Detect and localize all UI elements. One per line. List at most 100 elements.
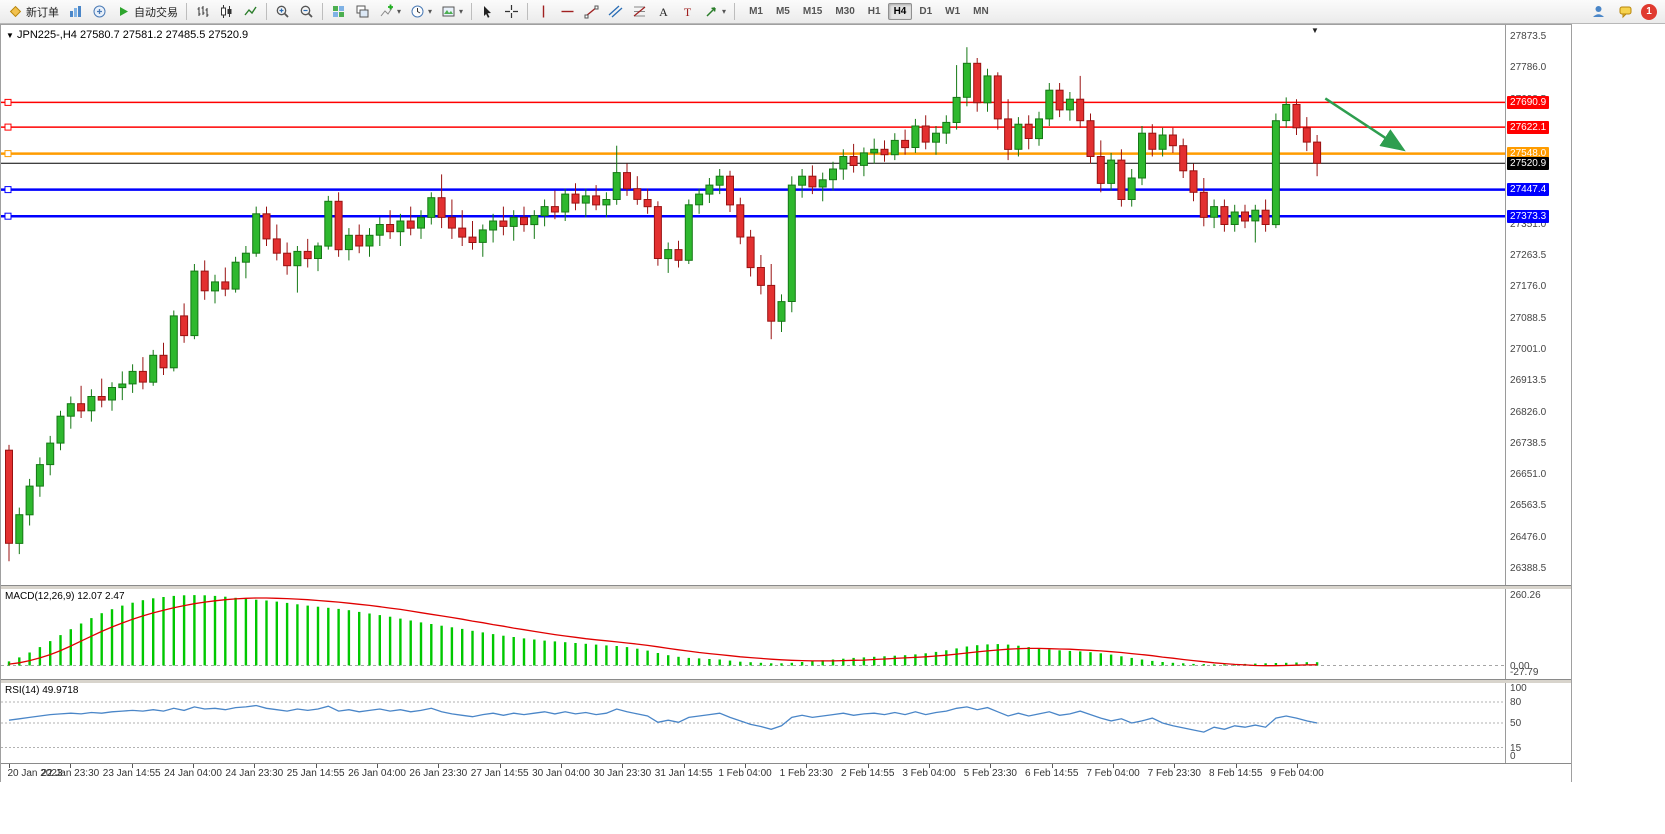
rsi-plot[interactable]: RSI(14) 49.9718 bbox=[1, 683, 1506, 763]
dropdown-caret-icon: ▾ bbox=[459, 6, 464, 16]
autotrading-button[interactable]: 自动交易 bbox=[112, 2, 182, 22]
templates-button[interactable]: ▾ bbox=[437, 2, 467, 22]
current-price-badge: 27520.9 bbox=[1507, 156, 1550, 170]
rsi-chart[interactable] bbox=[1, 683, 1506, 763]
crosshair-button[interactable] bbox=[500, 2, 523, 22]
horizontal-line-button[interactable] bbox=[556, 2, 579, 22]
zoom-out-icon bbox=[300, 5, 313, 18]
line-chart-button[interactable] bbox=[239, 2, 262, 22]
price-tick-label: 26913.5 bbox=[1510, 375, 1547, 387]
rsi-tick-label: 100 bbox=[1510, 683, 1527, 694]
rsi-tick-label: 0 bbox=[1510, 751, 1516, 762]
time-label: 24 Jan 04:00 bbox=[164, 768, 222, 779]
macd-chart[interactable] bbox=[1, 589, 1506, 679]
macd-tick-label: 0.00 bbox=[1510, 660, 1530, 672]
rsi-axis[interactable]: 100 80 50 15 0 bbox=[1505, 683, 1571, 763]
data-window-button[interactable] bbox=[88, 2, 111, 22]
time-tick bbox=[1297, 764, 1298, 768]
time-axis[interactable]: 20 Jan 2023 22 Jan 23:30 23 Jan 14:55 24 Ja… bbox=[1, 763, 1571, 784]
new-order-button[interactable]: 新订单 bbox=[4, 2, 63, 22]
symbol-ohlc-text: JPN225-,H4 27580.7 27581.2 27485.5 27520… bbox=[16, 29, 249, 41]
new-order-label: 新订单 bbox=[26, 6, 59, 19]
price-level-badge: 27373.3 bbox=[1507, 209, 1550, 223]
label-button[interactable]: T bbox=[676, 2, 699, 22]
timeframe-button-M1[interactable]: M1 bbox=[749, 6, 763, 17]
candlestick-chart-icon bbox=[221, 5, 232, 18]
rsi-label: RSI(14) 49.9718 bbox=[5, 685, 79, 696]
time-tick bbox=[131, 764, 133, 768]
time-tick bbox=[929, 764, 930, 768]
cursor-button[interactable] bbox=[476, 2, 499, 22]
macd-axis[interactable]: 260.26 0.00 -27.79 bbox=[1505, 589, 1571, 679]
cascade-windows-icon bbox=[356, 5, 369, 18]
macd-label: MACD(12,26,9) 12.07 2.47 bbox=[5, 591, 125, 602]
vertical-line-button[interactable] bbox=[532, 2, 555, 22]
bar-chart-button[interactable] bbox=[191, 2, 214, 22]
time-label: 5 Feb 23:30 bbox=[963, 768, 1017, 779]
price-tick-label: 27176.0 bbox=[1510, 281, 1547, 293]
candlestick-chart-button[interactable] bbox=[215, 2, 238, 22]
notification-badge[interactable]: 1 bbox=[1641, 3, 1657, 20]
new-order-icon bbox=[9, 5, 22, 18]
text-button[interactable]: A bbox=[652, 2, 675, 22]
autotrading-label: 自动交易 bbox=[134, 6, 178, 19]
channel-button[interactable] bbox=[604, 2, 627, 22]
timeframe-button-M5[interactable]: M5 bbox=[775, 6, 790, 17]
time-tick bbox=[377, 764, 378, 768]
timeframe-button-M30[interactable]: M30 bbox=[835, 6, 855, 17]
cascade-windows-button[interactable] bbox=[351, 2, 374, 22]
dropdown-caret-icon: ▾ bbox=[722, 6, 727, 16]
trendline-icon bbox=[584, 5, 599, 19]
timeframe-button-M15[interactable]: M15 bbox=[802, 6, 823, 17]
candlestick-chart[interactable] bbox=[1, 25, 1506, 585]
timeframe-group: M1 M5 M15 M30 H1 H4 D1 W1 MN bbox=[743, 3, 995, 20]
timeframe-button-MN[interactable]: MN bbox=[973, 6, 989, 17]
price-level-badge: 27447.4 bbox=[1507, 183, 1550, 197]
indicators-button[interactable]: ▾ bbox=[375, 2, 405, 22]
timeframe-button-W1[interactable]: W1 bbox=[945, 6, 961, 17]
autotrading-icon bbox=[120, 7, 128, 16]
crosshair-icon bbox=[505, 5, 519, 18]
pane-splitter[interactable] bbox=[1, 679, 1571, 683]
community-button[interactable] bbox=[1587, 2, 1610, 22]
chart-shift-marker-icon[interactable]: ▼ bbox=[1311, 26, 1319, 35]
pane-splitter[interactable] bbox=[1, 585, 1571, 589]
arrows-button[interactable]: ▾ bbox=[700, 2, 730, 22]
rsi-tick-label: 50 bbox=[1510, 718, 1522, 729]
price-tick-label: 26563.5 bbox=[1510, 500, 1547, 512]
macd-tick-label: -27.79 bbox=[1510, 667, 1539, 678]
macd-plot[interactable]: MACD(12,26,9) 12.07 2.47 bbox=[1, 589, 1506, 679]
time-tick bbox=[438, 764, 440, 768]
time-tick bbox=[1051, 764, 1053, 768]
rsi-tick-label: 80 bbox=[1510, 697, 1522, 708]
user-icon bbox=[1593, 6, 1604, 17]
timeframe-button-D1[interactable]: D1 bbox=[919, 6, 933, 17]
periods-button[interactable]: ▾ bbox=[406, 2, 436, 22]
symbol-info: ▼ JPN225-,H4 27580.7 27581.2 27485.5 275… bbox=[6, 29, 248, 41]
macd-pane: MACD(12,26,9) 12.07 2.47 260.26 0.00 -27.7… bbox=[1, 589, 1571, 679]
macd-tick-label: 260.26 bbox=[1510, 590, 1541, 601]
market-watch-button[interactable] bbox=[64, 2, 87, 22]
timeframe-button-H4[interactable]: H4 bbox=[887, 3, 913, 20]
main-chart-plot[interactable]: ▼ JPN225-,H4 27580.7 27581.2 27485.5 275… bbox=[1, 25, 1506, 585]
timeframe-button-H1[interactable]: H1 bbox=[867, 6, 881, 17]
price-axis[interactable]: 27873.527786.027698.527611.027523.527436… bbox=[1505, 25, 1571, 585]
data-window-icon bbox=[93, 5, 106, 18]
text-icon: A bbox=[659, 5, 668, 19]
fibonacci-button[interactable] bbox=[628, 2, 651, 22]
label-icon: T bbox=[684, 5, 692, 19]
main-chart-pane: ▼ JPN225-,H4 27580.7 27581.2 27485.5 275… bbox=[1, 25, 1571, 585]
chart-window: ▼ JPN225-,H4 27580.7 27581.2 27485.5 275… bbox=[0, 24, 1572, 784]
chat-button[interactable] bbox=[1614, 2, 1637, 22]
tile-windows-button[interactable] bbox=[327, 2, 350, 22]
bar-chart-icon bbox=[197, 6, 209, 17]
time-label: 6 Feb 14:55 bbox=[1025, 768, 1079, 779]
toolbar-separator bbox=[322, 3, 323, 20]
toolbar: 新订单 自动交易 ▾ ▾ ▾ bbox=[0, 0, 1665, 24]
trendline-button[interactable] bbox=[580, 2, 603, 22]
price-tick-label: 26388.5 bbox=[1510, 563, 1547, 574]
zoom-in-button[interactable] bbox=[271, 2, 294, 22]
zoom-out-button[interactable] bbox=[295, 2, 318, 22]
symbol-dropdown-icon[interactable]: ▼ bbox=[6, 31, 14, 40]
time-label: 30 Jan 23:30 bbox=[593, 768, 652, 779]
